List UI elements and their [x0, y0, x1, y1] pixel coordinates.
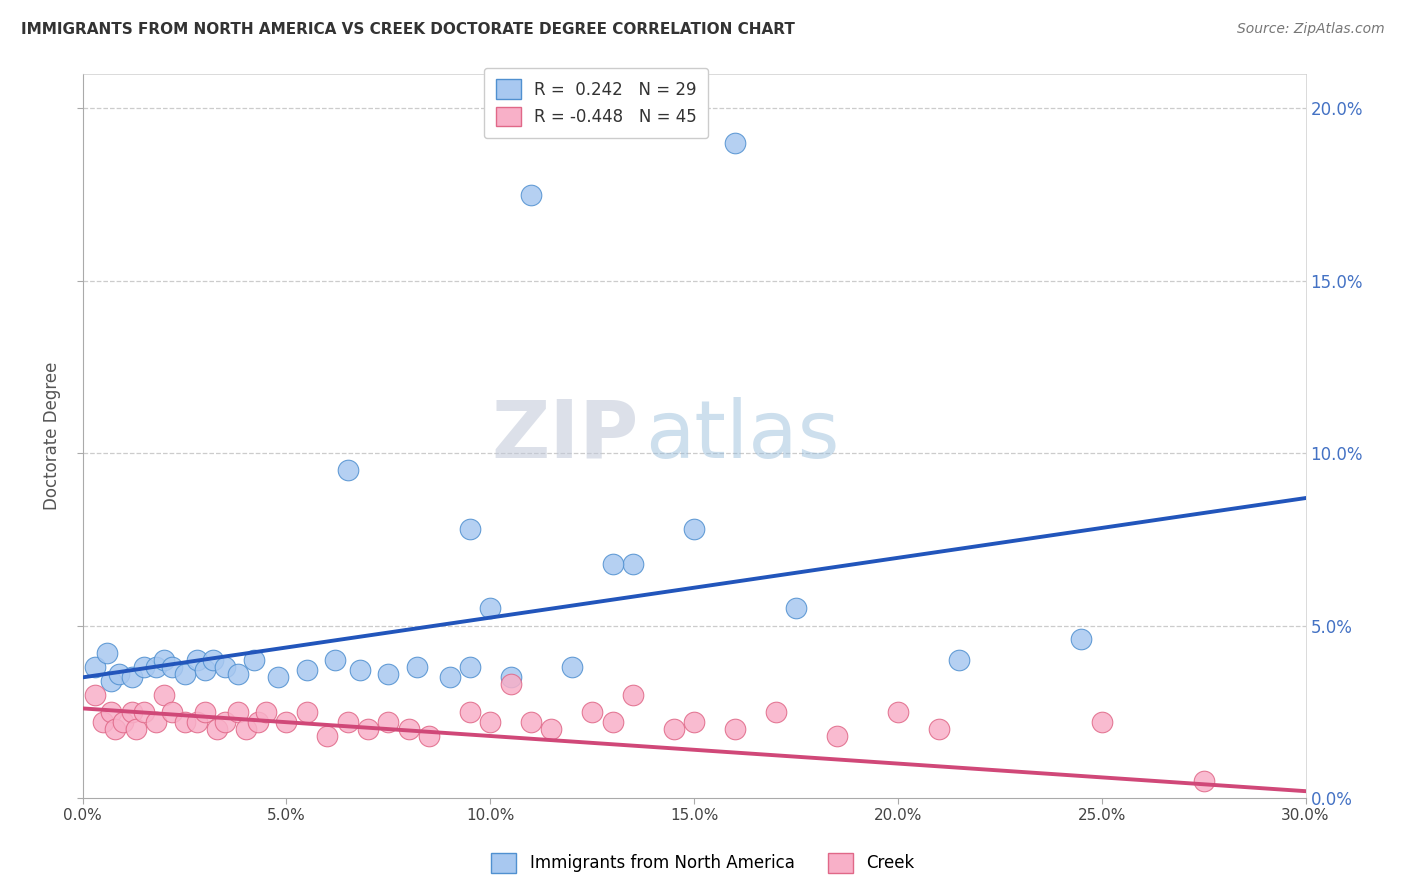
Text: Source: ZipAtlas.com: Source: ZipAtlas.com: [1237, 22, 1385, 37]
Point: [173, 667, 195, 681]
Point: [785, 601, 807, 615]
Point: [186, 715, 208, 730]
Point: [948, 653, 970, 667]
Point: [226, 705, 249, 719]
Point: [928, 722, 950, 736]
Point: [91, 715, 114, 730]
Point: [479, 601, 502, 615]
Point: [153, 688, 176, 702]
Point: [132, 660, 155, 674]
Point: [83, 660, 105, 674]
Point: [145, 715, 167, 730]
Point: [724, 722, 747, 736]
Point: [406, 660, 429, 674]
Point: [439, 670, 461, 684]
Point: [162, 705, 184, 719]
Point: [561, 660, 583, 674]
Text: atlas: atlas: [645, 397, 839, 475]
Point: [235, 722, 257, 736]
Point: [214, 660, 236, 674]
Point: [602, 557, 624, 571]
Point: [121, 670, 143, 684]
Point: [132, 705, 155, 719]
Point: [621, 688, 644, 702]
Point: [186, 653, 208, 667]
Point: [336, 463, 359, 477]
Point: [145, 660, 167, 674]
Point: [458, 705, 481, 719]
Point: [825, 729, 848, 743]
Point: [254, 705, 277, 719]
Point: [104, 722, 127, 736]
Y-axis label: Doctorate Degree: Doctorate Degree: [44, 362, 60, 510]
Point: [662, 722, 685, 736]
Point: [295, 705, 318, 719]
Point: [357, 722, 380, 736]
Point: [153, 653, 176, 667]
Point: [316, 729, 339, 743]
Point: [499, 670, 522, 684]
Point: [479, 715, 502, 730]
Point: [349, 664, 371, 678]
Point: [336, 715, 359, 730]
Point: [1192, 773, 1215, 788]
Point: [458, 522, 481, 536]
Point: [173, 715, 195, 730]
Point: [243, 653, 266, 667]
Point: [276, 715, 298, 730]
Point: [540, 722, 562, 736]
Point: [226, 667, 249, 681]
Point: [100, 705, 122, 719]
Point: [683, 522, 706, 536]
Point: [124, 722, 146, 736]
Point: [458, 660, 481, 674]
Point: [112, 715, 135, 730]
Text: ZIP: ZIP: [492, 397, 640, 475]
Point: [100, 673, 122, 688]
Point: [325, 653, 347, 667]
Point: [83, 688, 105, 702]
Point: [520, 187, 543, 202]
Point: [581, 705, 603, 719]
Legend: R =  0.242   N = 29, R = -0.448   N = 45: R = 0.242 N = 29, R = -0.448 N = 45: [484, 68, 709, 138]
Point: [683, 715, 706, 730]
Legend: Immigrants from North America, Creek: Immigrants from North America, Creek: [485, 847, 921, 880]
Point: [499, 677, 522, 691]
Point: [418, 729, 440, 743]
Point: [96, 646, 118, 660]
Point: [205, 722, 228, 736]
Point: [194, 705, 217, 719]
Text: IMMIGRANTS FROM NORTH AMERICA VS CREEK DOCTORATE DEGREE CORRELATION CHART: IMMIGRANTS FROM NORTH AMERICA VS CREEK D…: [21, 22, 794, 37]
Point: [1070, 632, 1092, 647]
Point: [621, 557, 644, 571]
Point: [377, 715, 399, 730]
Point: [246, 715, 269, 730]
Point: [724, 136, 747, 150]
Point: [194, 664, 217, 678]
Point: [162, 660, 184, 674]
Point: [267, 670, 290, 684]
Point: [108, 667, 131, 681]
Point: [1091, 715, 1114, 730]
Point: [214, 715, 236, 730]
Point: [202, 653, 225, 667]
Point: [602, 715, 624, 730]
Point: [765, 705, 787, 719]
Point: [520, 715, 543, 730]
Point: [295, 664, 318, 678]
Point: [121, 705, 143, 719]
Point: [377, 667, 399, 681]
Point: [398, 722, 420, 736]
Point: [887, 705, 910, 719]
